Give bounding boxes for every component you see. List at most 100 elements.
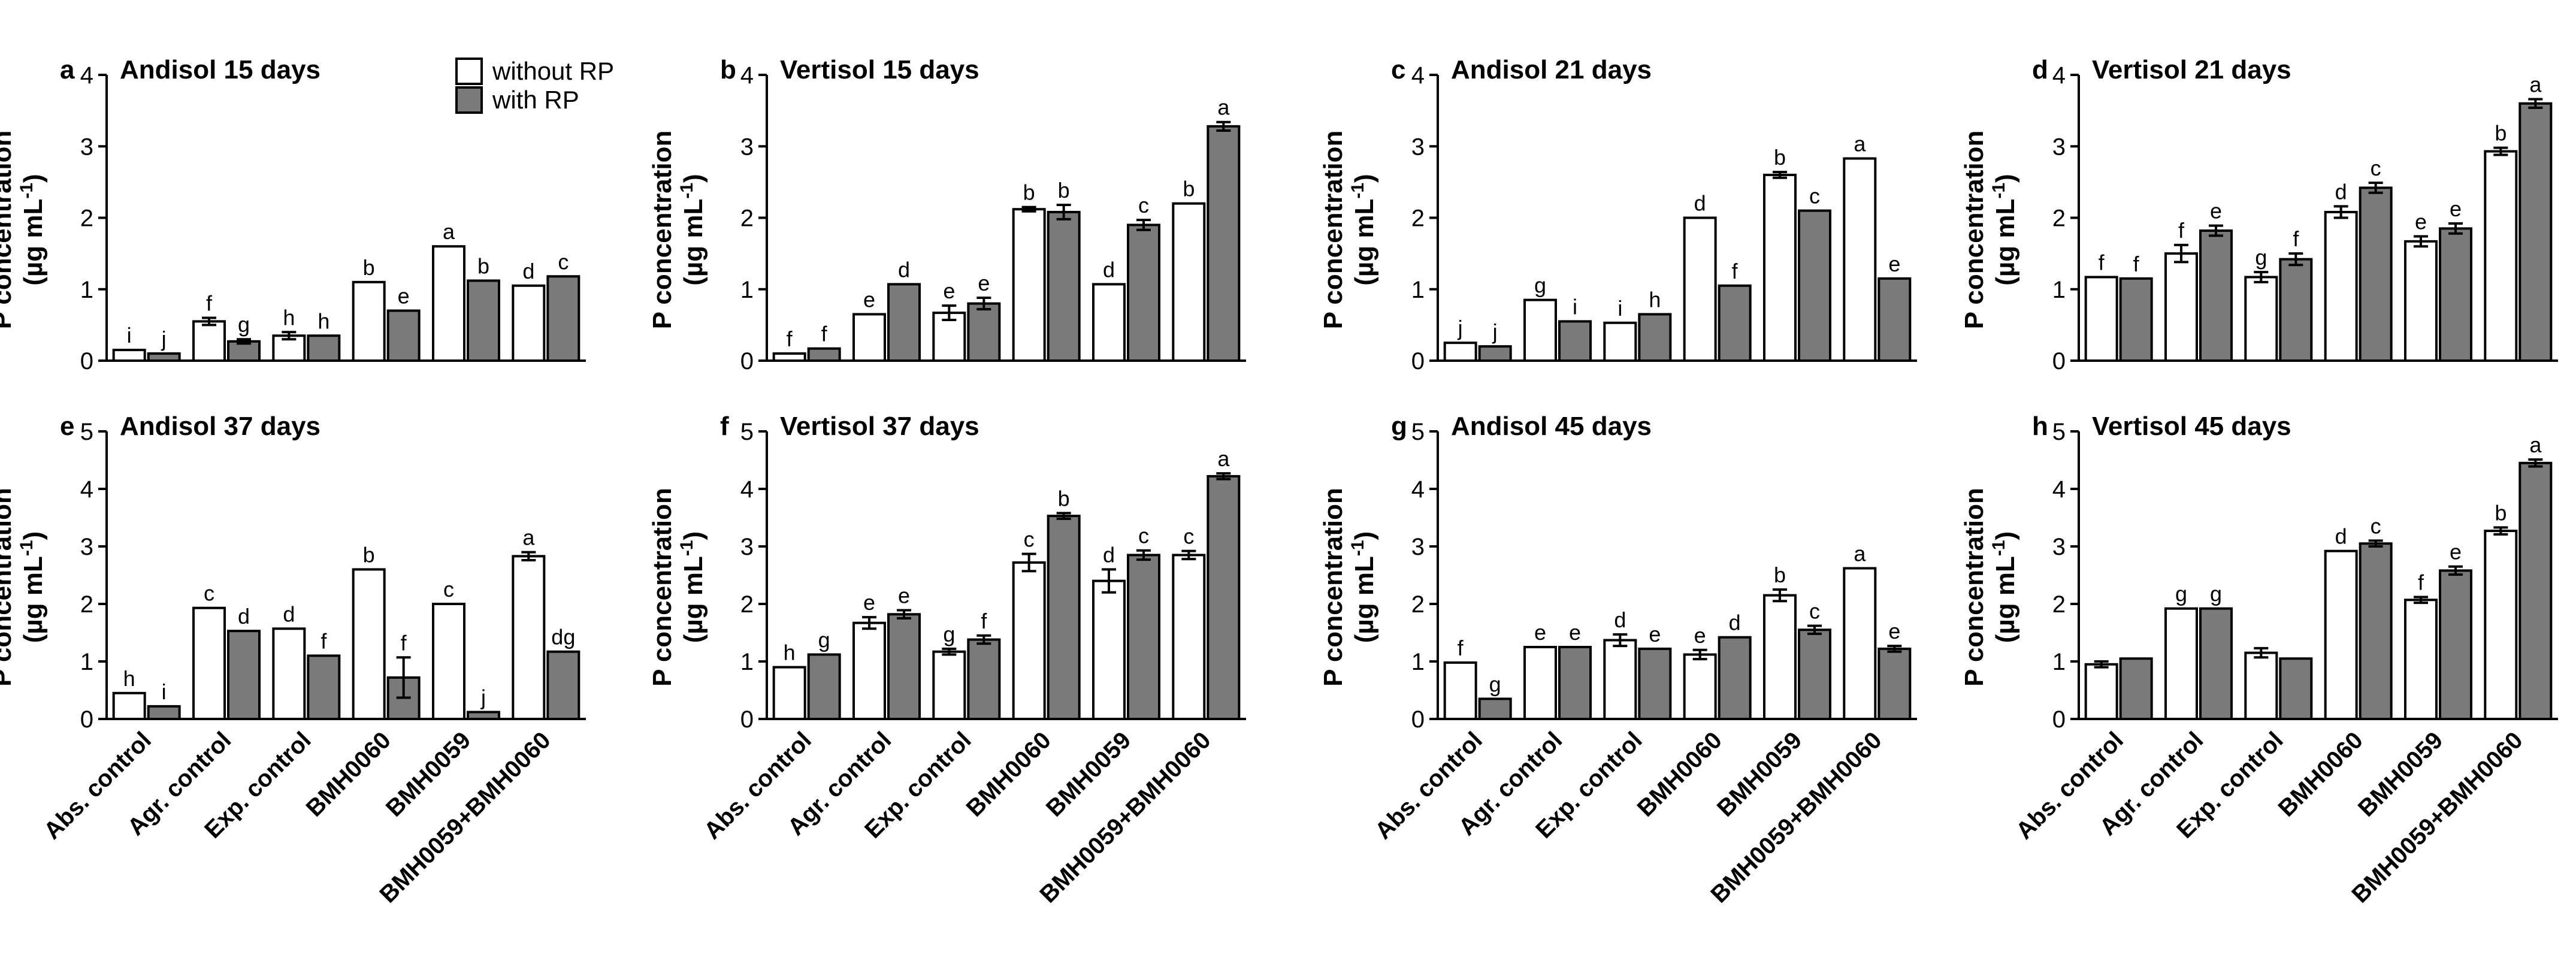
significance-letter: g [2210,582,2222,606]
bar-with-rp [1047,515,1081,720]
bar-with-rp [2439,227,2472,362]
y-tick-label: 1 [1411,649,1425,675]
significance-letter: f [787,327,793,351]
significance-letter: h [784,640,796,665]
bar-without-rp [432,603,465,720]
bar-with-rp [2199,229,2233,362]
significance-letter: i [1617,296,1622,321]
significance-letter: g [943,622,955,646]
y-tick-label: 4 [2052,62,2066,89]
bar-without-rp [2484,150,2518,362]
bar-with-rp [546,650,580,721]
significance-letter: b [1023,180,1035,205]
bar-without-rp [272,334,306,362]
bar-without-rp [112,349,146,362]
bar-with-rp [1127,223,1160,362]
bar-with-rp [1798,209,1831,362]
significance-letter: e [943,279,955,303]
y-tick-label: 3 [80,134,93,160]
significance-letter: b [2495,121,2507,146]
significance-letter: c [1138,193,1149,217]
bar-without-rp [1092,579,1126,720]
significance-letter: e [2415,210,2427,234]
significance-letter: c [1809,184,1820,208]
significance-letter: c [1809,599,1820,623]
legend: without RP with RP [455,57,614,114]
y-tick-label: 4 [740,476,754,503]
bar-with-rp [1558,646,1592,720]
bar-with-rp [2279,258,2313,362]
bar-with-rp [807,347,841,362]
significance-letter: b [1774,563,1786,587]
bar-with-rp [2119,657,2153,720]
y-axis-unit: (µg mL-1) [17,174,48,285]
significance-letter: a [443,219,455,244]
chart-panel-d: d Vertisol 21 days 0 1 2 3 4 P concentration (µg… [1960,55,2558,374]
y-axis-label: P concentration [648,488,677,687]
y-tick-label: 3 [1411,134,1425,160]
significance-letter: d [283,602,295,626]
significance-letter: f [2418,570,2424,594]
panel-letter: g [1391,412,1407,441]
bar-without-rp [1523,646,1557,720]
bar-without-rp [1443,342,1477,362]
significance-letter: e [1888,619,1900,643]
bar-without-rp [1683,653,1717,720]
bar-with-rp [1558,320,1592,362]
significance-letter: e [1649,622,1661,646]
significance-letter: j [1458,316,1463,340]
significance-letter: e [898,584,910,608]
significance-letter: f [981,609,987,633]
y-tick-label: 0 [1411,706,1425,733]
bar-without-rp [2084,663,2118,721]
bar-with-rp [147,352,181,362]
bar-without-rp [1012,208,1046,362]
bar-without-rp [192,320,226,362]
panel-title: Vertisol 15 days [780,55,979,84]
y-tick-label: 1 [80,277,93,303]
significance-letter: f [1732,259,1739,283]
y-tick-label: 4 [2052,476,2066,503]
significance-letter: f [321,628,327,653]
significance-letter: b [2495,500,2507,525]
legend-swatch-with-rp [455,86,483,114]
significance-letter: d [1614,608,1626,632]
y-tick-label: 0 [740,348,754,374]
x-category-label: BMH0060 [2273,727,2368,821]
significance-letter: e [398,284,410,309]
significance-letter: j [161,327,167,351]
significance-letter: a [1854,132,1866,156]
significance-letter: i [162,679,167,704]
y-tick-label: 3 [80,534,93,560]
y-tick-label: 3 [2052,134,2066,160]
panel-letter: d [2032,55,2048,84]
bar-with-rp [887,613,921,721]
significance-letter: e [863,590,875,615]
significance-letter: c [2371,513,2381,538]
y-tick-label: 3 [1411,534,1425,560]
bar-with-rp [1638,647,1672,721]
significance-letter: a [2529,72,2542,97]
bar-with-rp [307,654,341,721]
panel-title: Andisol 37 days [120,412,321,441]
significance-letter: d [2335,179,2347,204]
y-axis-label: P concentration [1319,488,1348,687]
bar-without-rp [772,666,806,720]
panel-title: Andisol 15 days [120,55,321,84]
significance-letter: b [1058,486,1070,510]
y-tick-label: 2 [2052,206,2066,232]
y-tick-label: 3 [740,134,754,160]
chart-panel-e: e Andisol 37 days 0 1 2 3 4 5 P concentration(µg… [0,412,586,908]
y-tick-label: 5 [2052,419,2066,445]
bar-without-rp [2324,210,2358,362]
y-axis-label: P concentration [0,131,17,330]
chart-panel-h: h Vertisol 45 days 0 1 2 3 4 5 P concentration (µ… [1960,412,2558,908]
significance-letter: e [863,287,875,312]
bar-without-rp [272,627,306,721]
significance-letter: d [898,257,910,282]
y-tick-label: 4 [1411,476,1425,503]
bar-with-rp [1718,284,1752,362]
y-tick-label: 4 [80,62,93,89]
bar-without-rp [852,313,886,362]
